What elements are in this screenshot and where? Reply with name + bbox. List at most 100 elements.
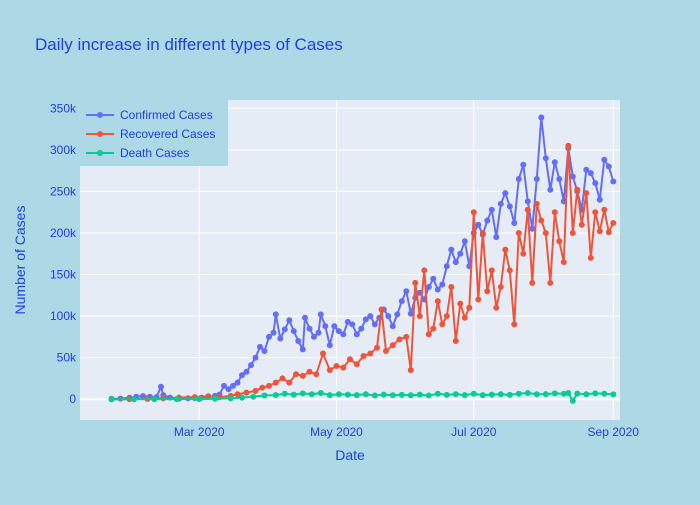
data-point-recovered <box>293 371 299 378</box>
x-tick-label: Jul 2020 <box>451 425 497 439</box>
legend-label: Death Cases <box>120 146 189 160</box>
data-point-recovered <box>457 300 464 307</box>
legend[interactable]: Confirmed Cases Recovered Cases Death Case… <box>80 100 228 166</box>
data-point-confirmed <box>596 196 603 203</box>
data-point-recovered <box>515 230 522 236</box>
chart-title: Daily increase in different types of Cas… <box>35 35 343 54</box>
y-axis-title: Number of Cases <box>12 206 28 315</box>
data-point-recovered <box>502 246 509 253</box>
data-point-deaths <box>497 391 504 398</box>
data-point-recovered <box>466 304 473 311</box>
data-point-confirmed <box>502 190 509 197</box>
data-point-confirmed <box>367 313 374 320</box>
data-point-recovered <box>326 367 333 374</box>
data-point-recovered <box>551 209 558 216</box>
data-point-confirmed <box>547 186 554 193</box>
axes: 0 50k 100k 150k 200k 250k 300k 350k Mar 2020 May … <box>50 101 639 439</box>
data-point-deaths <box>173 396 180 403</box>
legend-marker-icon <box>97 150 103 156</box>
data-point-confirmed <box>286 317 293 324</box>
data-point-recovered <box>412 279 419 286</box>
data-point-recovered <box>378 306 385 313</box>
data-point-recovered <box>340 364 347 371</box>
data-point-confirmed <box>542 155 549 162</box>
data-point-confirmed <box>583 166 590 173</box>
data-point-recovered <box>578 221 585 228</box>
data-point-deaths <box>533 391 540 398</box>
data-point-recovered <box>605 229 612 236</box>
x-tick-label: Mar 2020 <box>174 425 225 439</box>
data-point-recovered <box>461 314 468 321</box>
legend-item-confirmed[interactable]: Confirmed Cases <box>86 108 213 122</box>
data-point-deaths <box>569 397 576 404</box>
data-point-confirmed <box>385 313 392 320</box>
data-point-deaths <box>506 391 513 398</box>
data-point-confirmed <box>257 343 263 350</box>
data-point-deaths <box>470 390 477 397</box>
data-point-confirmed <box>394 311 401 318</box>
data-point-recovered <box>565 142 572 149</box>
data-point-confirmed <box>430 275 437 282</box>
data-point-confirmed <box>335 328 342 335</box>
data-point-deaths <box>524 390 531 396</box>
data-point-deaths <box>227 395 234 402</box>
x-tick-label: May 2020 <box>310 425 363 439</box>
data-point-recovered <box>529 279 536 286</box>
data-point-recovered <box>601 206 608 213</box>
data-point-deaths <box>196 396 203 402</box>
data-point-confirmed <box>272 311 279 318</box>
data-point-confirmed <box>331 323 338 330</box>
data-point-deaths <box>353 392 360 399</box>
data-point-recovered <box>610 220 617 226</box>
data-point-confirmed <box>493 234 500 241</box>
data-point-confirmed <box>239 372 245 379</box>
x-tick-label: Sep 2020 <box>588 425 640 439</box>
data-point-deaths <box>317 390 324 396</box>
series-deaths <box>108 390 617 404</box>
data-point-deaths <box>592 390 599 397</box>
data-point-recovered <box>538 217 545 224</box>
legend-item-deaths[interactable]: Death Cases <box>86 146 189 160</box>
data-point-confirmed <box>234 379 241 386</box>
data-point-recovered <box>367 350 374 357</box>
data-point-confirmed <box>311 333 317 340</box>
data-point-confirmed <box>511 220 518 226</box>
data-point-confirmed <box>349 321 356 328</box>
data-point-recovered <box>569 230 576 236</box>
data-point-confirmed <box>158 383 164 390</box>
series-layer <box>108 114 617 404</box>
data-point-confirmed <box>315 329 322 336</box>
data-point-confirmed <box>533 176 540 182</box>
data-point-confirmed <box>221 382 227 389</box>
data-point-deaths <box>335 391 342 398</box>
data-point-confirmed <box>317 311 324 318</box>
data-point-confirmed <box>488 206 495 213</box>
data-point-deaths <box>380 391 387 398</box>
data-point-recovered <box>470 209 477 216</box>
legend-item-recovered[interactable]: Recovered Cases <box>86 127 215 141</box>
data-point-recovered <box>205 393 212 400</box>
data-point-deaths <box>560 390 567 397</box>
data-point-recovered <box>479 230 486 236</box>
data-point-recovered <box>574 186 581 193</box>
data-point-confirmed <box>524 198 531 205</box>
data-point-deaths <box>308 391 315 398</box>
data-point-confirmed <box>299 346 306 353</box>
data-point-recovered <box>272 379 279 386</box>
data-point-deaths <box>398 391 405 398</box>
data-point-confirmed <box>520 161 527 168</box>
data-point-confirmed <box>230 382 236 389</box>
data-point-recovered <box>306 368 313 375</box>
data-point-confirmed <box>225 386 232 393</box>
data-point-confirmed <box>515 176 522 182</box>
data-point-deaths <box>239 394 245 401</box>
data-point-recovered <box>592 209 599 216</box>
y-tick-label: 250k <box>50 184 77 198</box>
data-point-confirmed <box>475 221 482 228</box>
data-point-confirmed <box>529 225 536 232</box>
data-point-deaths <box>281 390 288 397</box>
data-point-deaths <box>452 391 459 398</box>
legend-label: Confirmed Cases <box>120 108 213 122</box>
data-point-recovered <box>596 228 603 235</box>
data-point-confirmed <box>140 393 146 400</box>
